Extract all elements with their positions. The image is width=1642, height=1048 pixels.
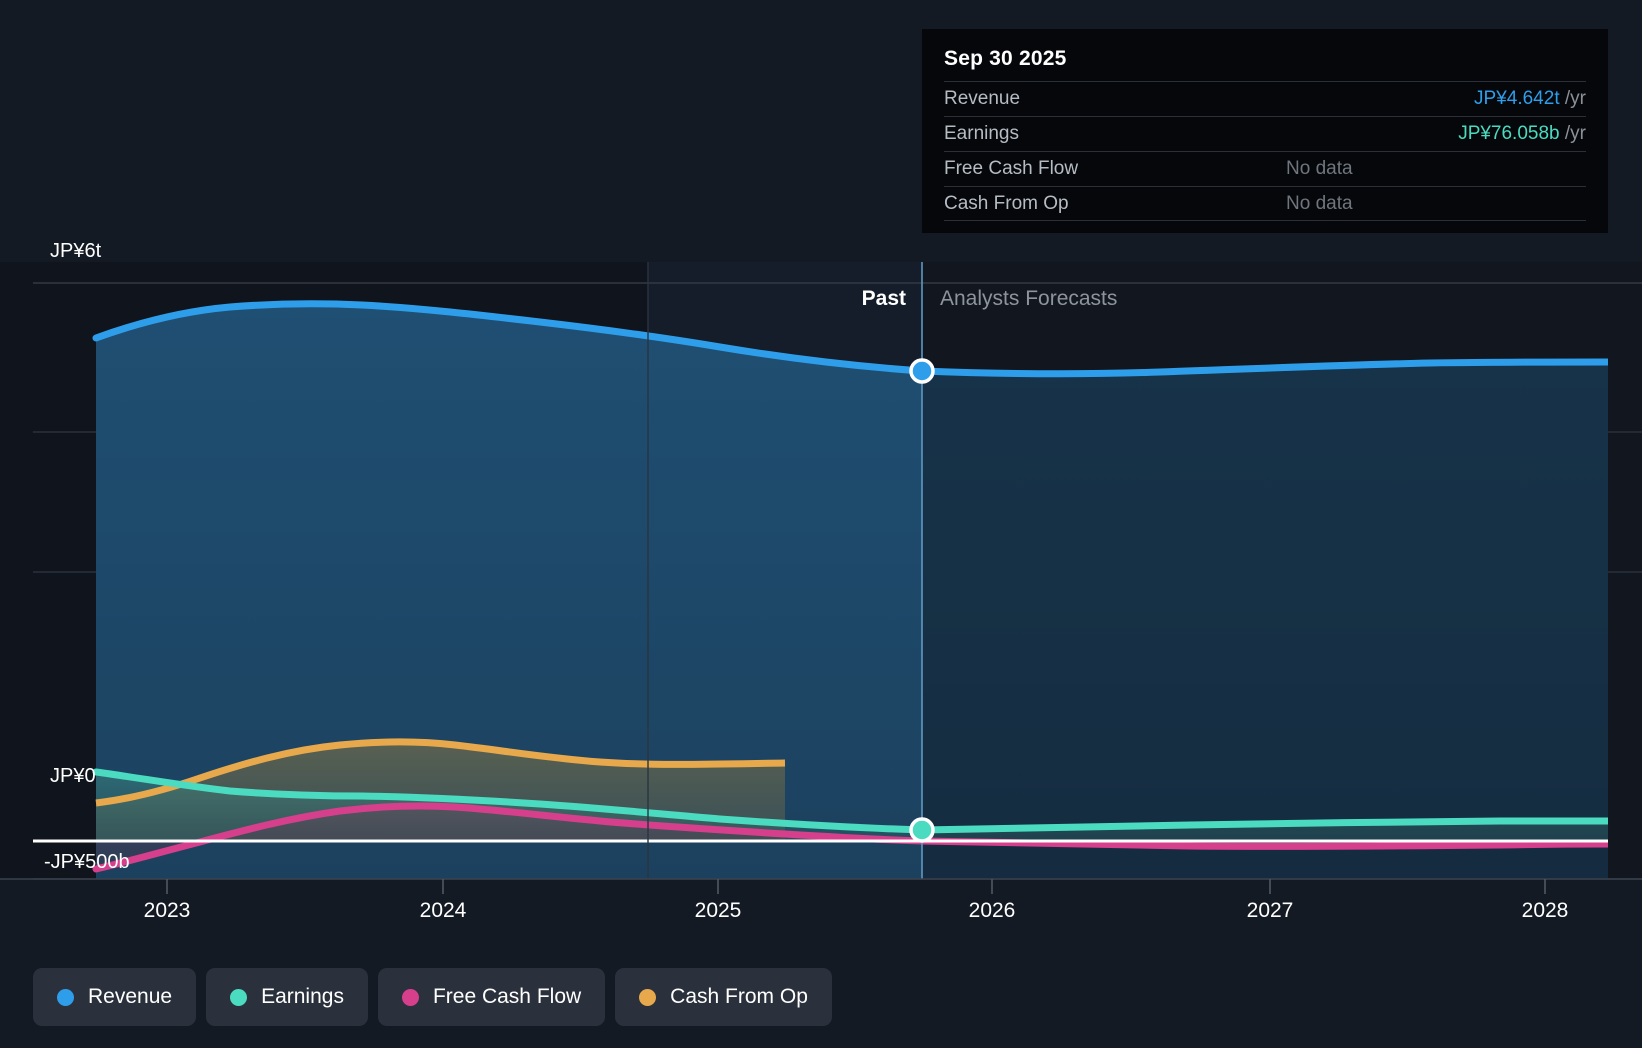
tooltip-date: Sep 30 2025	[944, 47, 1067, 70]
legend-label-cash-from-op: Cash From Op	[670, 985, 808, 1008]
tooltip-row-free-cash-flow: Free Cash Flow No data	[944, 151, 1586, 186]
revenue-marker[interactable]	[909, 358, 935, 384]
past-zone-label: Past	[861, 287, 906, 310]
x-axis-label-2027: 2027	[1246, 899, 1294, 922]
tooltip-value-earnings: JP¥76.058b /yr	[1286, 123, 1586, 145]
legend-item-earnings[interactable]: Earnings	[206, 968, 368, 1026]
revenue-area-forecast	[922, 362, 1608, 879]
tooltip-number-revenue: JP¥4.642t	[1474, 88, 1560, 109]
x-axis-ticks	[166, 879, 1546, 894]
legend-label-free-cash-flow: Free Cash Flow	[432, 985, 582, 1008]
y-axis-label-zero: JP¥0	[50, 765, 96, 787]
y-axis-label-top: JP¥6t	[50, 240, 102, 262]
free-cash-flow-area	[96, 806, 1608, 869]
legend-label-earnings: Earnings	[261, 985, 344, 1008]
free-cash-flow-dot-icon	[401, 988, 419, 1006]
revenue-line	[92, 300, 1608, 378]
legend-item-free-cash-flow[interactable]: Free Cash Flow	[377, 968, 606, 1026]
tooltip-row-revenue: Revenue JP¥4.642t /yr	[944, 81, 1586, 116]
tooltip-unit-revenue: /yr	[1564, 88, 1586, 109]
tooltip-unit-earnings: /yr	[1564, 123, 1586, 144]
cash-from-op-dot-icon	[639, 988, 657, 1006]
tooltip-row-cash-from-op: Cash From Op No data	[944, 186, 1586, 221]
tooltip-value-cash-from-op: No data	[1286, 192, 1353, 214]
x-axis-label-2025: 2025	[694, 899, 742, 922]
revenue-dot-icon	[57, 988, 74, 1006]
forecast-zone-label: Analysts Forecasts	[940, 287, 1118, 310]
free-cash-flow-line	[92, 802, 1608, 873]
tooltip-label-free-cash-flow: Free Cash Flow	[944, 158, 1079, 179]
earnings-marker[interactable]	[909, 817, 935, 843]
x-axis-label-2023: 2023	[143, 899, 191, 922]
cash-from-op-line	[95, 738, 786, 807]
tooltip-label-earnings: Earnings	[944, 123, 1019, 144]
earnings-dot-icon	[230, 988, 248, 1006]
x-axis-label-2026: 2026	[968, 899, 1016, 922]
revenue-area-past	[96, 303, 922, 879]
tooltip-row-earnings: Earnings JP¥76.058b /yr	[944, 116, 1586, 151]
data-tooltip: Sep 30 2025 Revenue JP¥4.642t /yr Earnin…	[922, 29, 1608, 233]
tooltip-value-free-cash-flow: No data	[1286, 158, 1353, 179]
tooltip-label-revenue: Revenue	[944, 88, 1021, 109]
x-axis-label-2024: 2024	[419, 899, 467, 922]
tooltip-label-cash-from-op: Cash From Op	[944, 192, 1069, 214]
tooltip-number-earnings: JP¥76.058b	[1458, 123, 1560, 144]
legend-item-cash-from-op[interactable]: Cash From Op	[615, 968, 832, 1026]
earnings-line	[92, 768, 1608, 834]
legend-label-revenue: Revenue	[88, 985, 173, 1008]
x-axis-label-2028: 2028	[1521, 899, 1569, 922]
y-axis-label-bottom: -JP¥500b	[44, 851, 130, 873]
tooltip-value-revenue: JP¥4.642t /yr	[1286, 88, 1586, 110]
chart-legend: Revenue Earnings Free Cash Flow Cash Fro…	[33, 968, 832, 1026]
legend-item-revenue[interactable]: Revenue	[33, 968, 197, 1026]
